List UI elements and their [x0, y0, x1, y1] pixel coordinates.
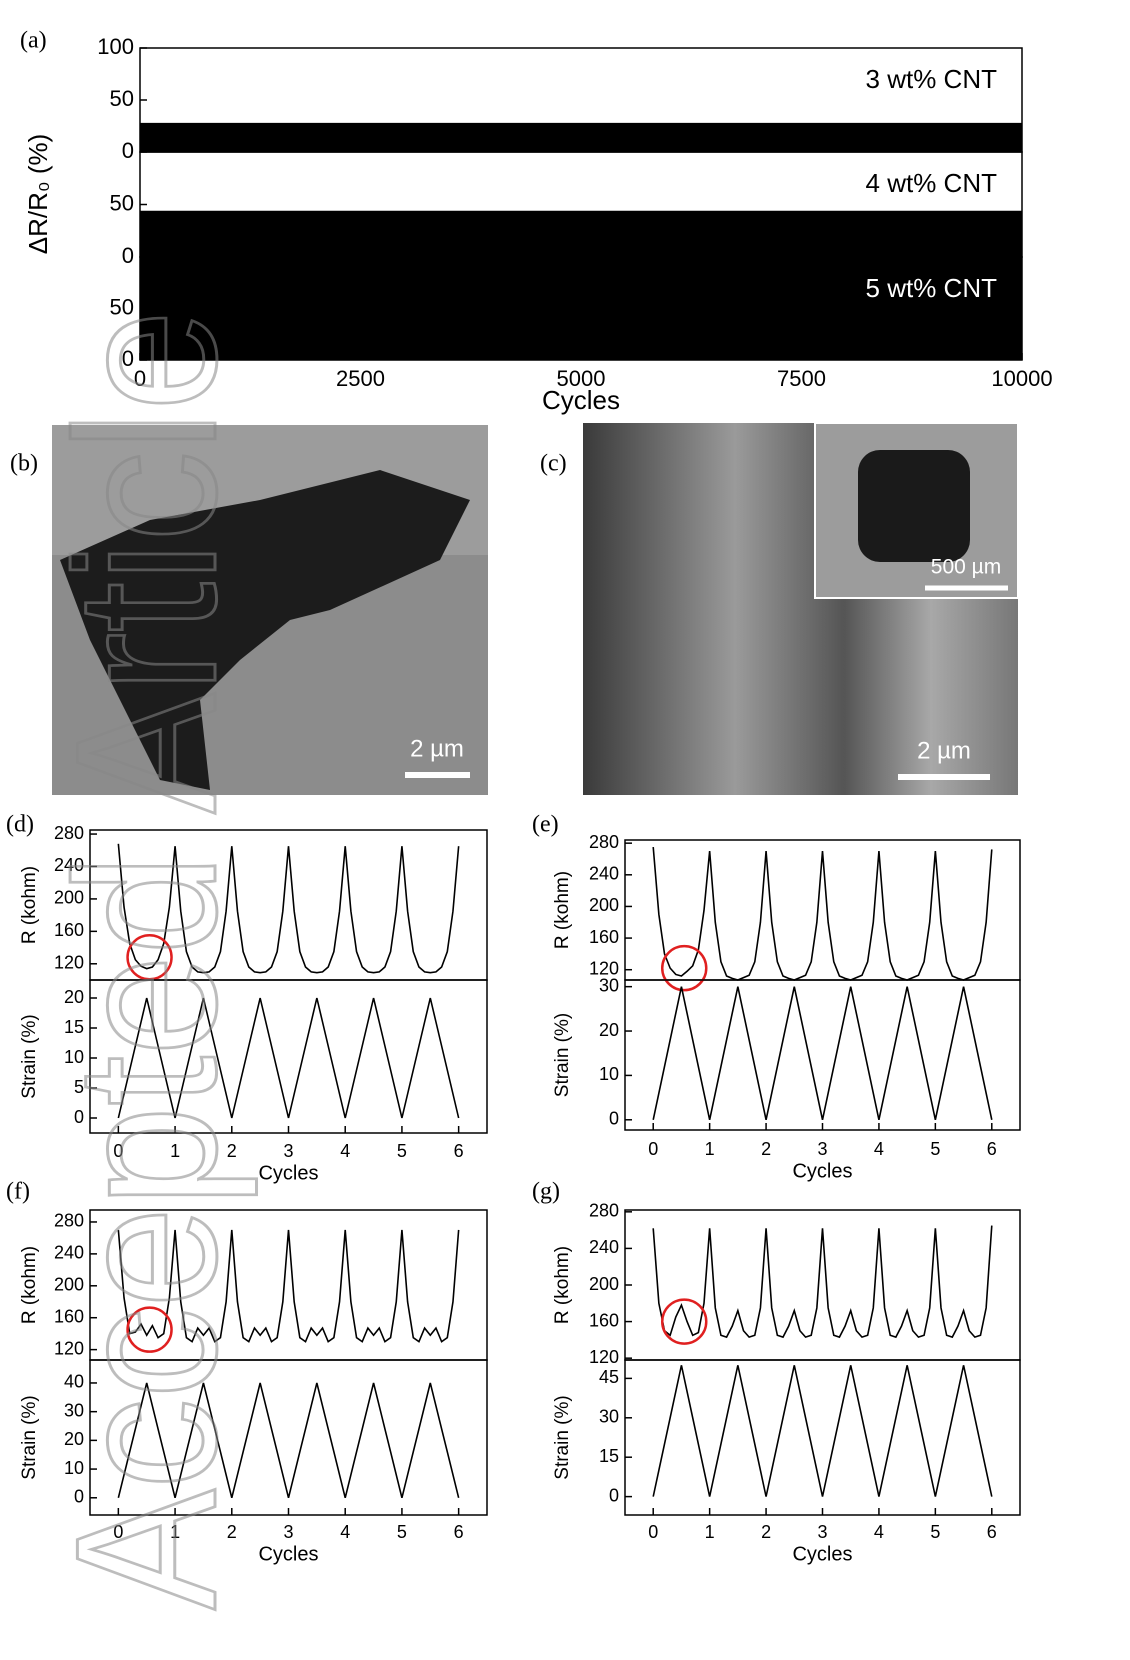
- y-axis-label: Strain (%): [552, 1395, 573, 1479]
- panel-label: (a): [20, 28, 47, 54]
- y-tick-label: 280: [589, 1201, 619, 1221]
- x-tick-label: 0: [648, 1522, 658, 1542]
- x-tick-label: 3: [817, 1522, 827, 1542]
- signal-line: [653, 1365, 992, 1496]
- y-tick-label: 240: [589, 864, 619, 884]
- y-tick-label: 200: [589, 895, 619, 915]
- x-axis-label: Cycles: [542, 385, 620, 415]
- x-tick-label: 7500: [777, 366, 826, 391]
- panel-label: (e): [532, 812, 559, 838]
- x-axis-label: Cycles: [258, 1543, 318, 1565]
- x-tick-label: 3: [283, 1141, 293, 1161]
- x-tick-label: 4: [340, 1141, 350, 1161]
- panel-label: (c): [540, 451, 567, 477]
- annotation: 4 wt% CNT: [866, 168, 998, 198]
- x-tick-label: 3: [817, 1139, 827, 1159]
- y-tick-label: 0: [122, 243, 134, 268]
- y-tick-label: 200: [589, 1274, 619, 1294]
- y-tick-label: 50: [110, 86, 134, 111]
- annotation: 3 wt% CNT: [866, 64, 998, 94]
- inset-hole: [858, 450, 970, 562]
- x-tick-label: 5: [930, 1522, 940, 1542]
- signal-band: [140, 211, 1022, 257]
- x-tick-label: 2: [761, 1522, 771, 1542]
- x-tick-label: 3: [283, 1522, 293, 1542]
- panel-label: (f): [6, 1179, 30, 1205]
- y-axis-label: Strain (%): [552, 1013, 573, 1097]
- x-tick-label: 6: [987, 1522, 997, 1542]
- y-tick-label: 30: [599, 1407, 619, 1427]
- y-tick-label: 120: [589, 1347, 619, 1367]
- y-tick-label: 15: [599, 1446, 619, 1466]
- x-tick-label: 0: [648, 1139, 658, 1159]
- plot-frame: [625, 1360, 1020, 1515]
- x-tick-label: 6: [454, 1522, 464, 1542]
- y-axis-label: R (kohm): [552, 1246, 573, 1324]
- y-tick-label: 0: [122, 138, 134, 163]
- x-axis-label: Cycles: [258, 1162, 318, 1184]
- y-tick-label: 50: [110, 190, 134, 215]
- watermark: Accepted Article: [35, 310, 258, 1610]
- panel-label: (d): [6, 812, 34, 838]
- x-tick-label: 5: [397, 1522, 407, 1542]
- x-tick-label: 4: [874, 1139, 884, 1159]
- scale-bar-label: 2 µm: [917, 737, 971, 764]
- x-tick-label: 2500: [336, 366, 385, 391]
- y-tick-label: 280: [589, 832, 619, 852]
- panel-label: (b): [10, 451, 38, 477]
- annotation: 5 wt% CNT: [866, 273, 998, 303]
- y-axis-label: ΔR/R₀ (%): [23, 134, 53, 255]
- y-tick-label: 160: [589, 1310, 619, 1330]
- x-axis-label: Cycles: [792, 1543, 852, 1565]
- y-axis-label: R (kohm): [552, 871, 573, 949]
- y-tick-label: 10: [599, 1064, 619, 1084]
- signal-line: [653, 1226, 992, 1338]
- y-tick-label: 240: [589, 1237, 619, 1257]
- y-tick-label: 100: [97, 34, 134, 59]
- y-tick-label: 160: [589, 927, 619, 947]
- panel-label: (g): [532, 1179, 560, 1205]
- x-tick-label: 4: [874, 1522, 884, 1542]
- y-tick-label: 30: [599, 975, 619, 995]
- x-axis-label: Cycles: [792, 1160, 852, 1182]
- highlight-circle: [662, 946, 706, 990]
- x-tick-label: 6: [454, 1141, 464, 1161]
- y-tick-label: 20: [599, 1020, 619, 1040]
- sem-image-c: 500 µm 2 µm (c): [540, 423, 1018, 795]
- page: 2 µm (b) 500 µm 2 µm (c) (a)025005000750…: [0, 0, 1130, 1660]
- signal-band: [140, 123, 1022, 152]
- x-tick-label: 1: [705, 1139, 715, 1159]
- x-tick-label: 2: [761, 1139, 771, 1159]
- signal-line: [653, 987, 992, 1120]
- x-tick-label: 10000: [991, 366, 1052, 391]
- highlight-circle: [662, 1300, 706, 1344]
- scale-bar-label: 2 µm: [410, 735, 464, 762]
- y-tick-label: 0: [609, 1109, 619, 1129]
- inset-scale-bar-label: 500 µm: [931, 556, 1001, 579]
- y-tick-label: 0: [609, 1485, 619, 1505]
- figure: 2 µm (b) 500 µm 2 µm (c) (a)025005000750…: [0, 0, 1130, 1660]
- x-tick-label: 5: [397, 1141, 407, 1161]
- x-tick-label: 4: [340, 1522, 350, 1542]
- y-tick-label: 45: [599, 1367, 619, 1387]
- x-tick-label: 5: [930, 1139, 940, 1159]
- x-tick-label: 6: [987, 1139, 997, 1159]
- x-tick-label: 1: [705, 1522, 715, 1542]
